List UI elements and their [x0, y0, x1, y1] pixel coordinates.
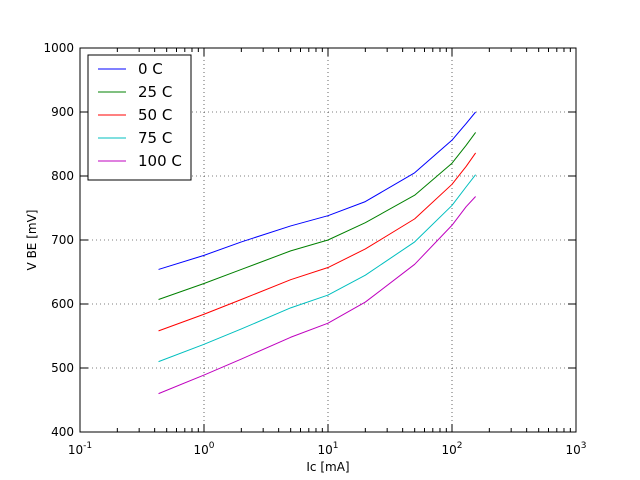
y-tick-labels: 400 500 600 700 800 900 1000 — [43, 41, 74, 439]
x-tick-label-base: 10 — [441, 443, 456, 457]
series-line — [158, 152, 477, 332]
legend: 0 C 25 C 50 C 75 C 100 C — [87, 54, 192, 181]
series-line — [158, 111, 476, 270]
x-tick-label: 10-1 — [68, 441, 92, 457]
x-tick-label-exponent: 3 — [581, 441, 587, 451]
x-tick-label-exponent: 0 — [209, 441, 215, 451]
axis-ticks — [79, 47, 577, 433]
x-tick-label-exponent: 1 — [333, 441, 339, 451]
x-tick-label-base: 10 — [317, 443, 332, 457]
series-lines — [158, 111, 477, 395]
y-tick-label: 1000 — [43, 41, 74, 55]
x-tick-label-base: 10 — [193, 443, 208, 457]
x-tick-label: 100 — [193, 441, 214, 457]
y-tick-label: 700 — [51, 233, 74, 247]
legend-label: 25 C — [138, 83, 172, 101]
x-tick-label: 101 — [317, 441, 338, 457]
x-tick-label-base: 10 — [565, 443, 580, 457]
series-line — [158, 132, 477, 300]
y-tick-label: 900 — [51, 105, 74, 119]
y-axis-label: V BE [mV] — [25, 210, 39, 271]
legend-label: 100 C — [138, 152, 182, 170]
legend-box — [87, 54, 192, 181]
series-line — [158, 174, 476, 363]
y-tick-label: 400 — [51, 425, 74, 439]
x-tick-label: 103 — [565, 441, 586, 457]
x-tick-labels: 10-1 100 101 102 103 — [68, 441, 587, 457]
legend-label: 75 C — [138, 129, 172, 147]
x-tick-label-exponent: -1 — [83, 441, 92, 451]
x-axis-label: Ic [mA] — [306, 460, 349, 474]
y-tick-label: 600 — [51, 297, 74, 311]
legend-label: 50 C — [138, 106, 172, 124]
x-tick-label-base: 10 — [68, 443, 83, 457]
x-tick-label: 102 — [441, 441, 462, 457]
x-tick-label-exponent: 2 — [457, 441, 463, 451]
y-tick-label: 800 — [51, 169, 74, 183]
legend-label: 0 C — [138, 60, 163, 78]
series-line — [158, 196, 476, 395]
y-tick-label: 500 — [51, 361, 74, 375]
